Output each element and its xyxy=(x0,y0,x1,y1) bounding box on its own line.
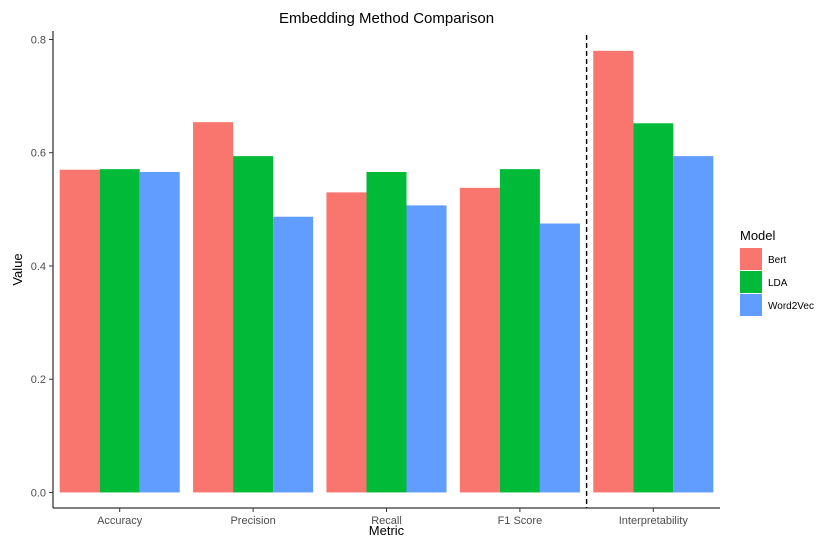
legend-title: Model xyxy=(740,228,776,243)
bar-bert-precision xyxy=(193,122,234,493)
x-tick-label-interpretability: Interpretability xyxy=(619,515,689,527)
bar-bert-interpretability xyxy=(593,50,634,493)
bar-word2vec-accuracy xyxy=(139,171,180,493)
x-tick-label-precision: Precision xyxy=(230,515,275,527)
x-axis-title: Metric xyxy=(369,523,405,538)
bar-lda-f1-score xyxy=(499,169,540,493)
y-tick-label: 0.4 xyxy=(31,261,46,273)
y-axis-title: Value xyxy=(10,253,25,285)
legend-label-word2vec: Word2Vec xyxy=(768,301,814,312)
y-tick-label: 0.6 xyxy=(31,148,46,160)
bars-group xyxy=(59,50,714,493)
bar-word2vec-f1-score xyxy=(539,223,580,493)
bar-bert-accuracy xyxy=(59,169,100,493)
legend-label-bert: Bert xyxy=(768,255,787,266)
axes-group: 0.0 0.2 0.4 0.6 0.8 Accuracy Precision Recall F1… xyxy=(31,31,720,527)
bar-bert-recall xyxy=(326,192,367,493)
y-tick-label: 0.2 xyxy=(31,374,46,386)
bar-lda-interpretability xyxy=(633,123,674,493)
bar-word2vec-interpretability xyxy=(673,156,714,493)
x-tick-label-f1-score: F1 Score xyxy=(498,515,543,527)
x-tick-label-recall: Recall xyxy=(371,515,402,527)
bar-lda-accuracy xyxy=(99,169,140,493)
y-tick-label: 0.8 xyxy=(31,34,46,46)
chart-title: Embedding Method Comparison xyxy=(279,10,494,27)
legend-key-bert xyxy=(740,248,762,270)
y-tick-label: 0.0 xyxy=(31,487,46,499)
bar-bert-f1-score xyxy=(459,187,500,493)
legend: Model Bert LDA Word2Vec xyxy=(740,228,814,316)
legend-key-word2vec xyxy=(740,294,762,316)
bar-word2vec-recall xyxy=(406,205,447,493)
bar-lda-precision xyxy=(233,156,274,493)
bar-lda-recall xyxy=(366,171,407,493)
legend-label-lda: LDA xyxy=(768,278,788,289)
x-tick-label-accuracy: Accuracy xyxy=(97,515,143,527)
bar-word2vec-precision xyxy=(273,216,314,493)
legend-key-lda xyxy=(740,271,762,293)
